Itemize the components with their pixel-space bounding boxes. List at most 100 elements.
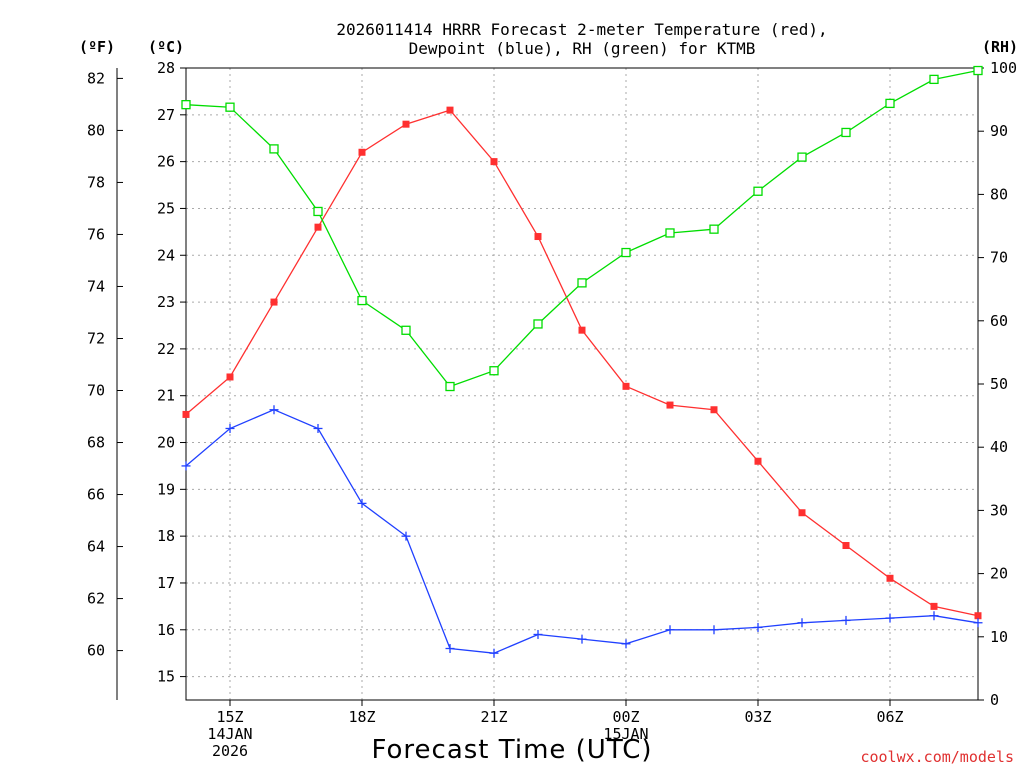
celsius-tick-label: 16 [157, 621, 175, 639]
celsius-tick-label: 19 [157, 480, 175, 498]
series-layer [181, 65, 983, 658]
rh-point [709, 224, 719, 234]
fahrenheit-tick-label: 72 [87, 329, 105, 347]
x-tick-label: 2026 [212, 742, 248, 760]
rh-point [489, 366, 499, 376]
temperature-line [185, 109, 979, 617]
celsius-tick-label: 25 [157, 199, 175, 217]
x-tick-label: 06Z [876, 708, 903, 726]
rh-point [621, 247, 631, 258]
temperature-point [710, 406, 718, 414]
celsius-tick-label: 26 [157, 153, 175, 171]
rh-point [885, 98, 895, 109]
x-tick-label: 21Z [480, 708, 507, 726]
series-dewpoint [181, 405, 983, 658]
temperature-point [886, 574, 894, 582]
x-tick-label: 03Z [744, 708, 771, 726]
temperature-point [930, 602, 938, 610]
dewpoint-point [181, 461, 191, 471]
dewpoint-point [313, 423, 323, 433]
dewpoint-point [973, 618, 983, 628]
temperature-point [270, 298, 278, 306]
dewpoint-point [225, 423, 235, 433]
temperature-point [534, 233, 542, 241]
credit-text: coolwx.com/models [860, 748, 1014, 766]
fahrenheit-tick-label: 74 [87, 277, 105, 295]
dewpoint-point [401, 531, 411, 541]
rh-tick-label: 10 [990, 628, 1008, 646]
celsius-tick-label: 20 [157, 434, 175, 452]
temperature-point [754, 457, 762, 465]
dewpoint-point [533, 629, 543, 639]
temperature-point [402, 120, 410, 128]
temperature-point [314, 223, 322, 231]
rh-point [753, 186, 763, 196]
temperature-point [358, 148, 366, 156]
rh-tick-label: 100 [990, 59, 1017, 77]
rh-point [269, 144, 279, 154]
fahrenheit-tick-label: 60 [87, 642, 105, 660]
dewpoint-point [709, 625, 719, 635]
x-tick-label: 18Z [348, 708, 375, 726]
celsius-tick-label: 22 [157, 340, 175, 358]
series-rh [181, 65, 983, 392]
dewpoint-point [577, 634, 587, 644]
x-tick-label: 15Z [216, 708, 243, 726]
celsius-tick-label: 17 [157, 574, 175, 592]
celsius-axis: 15 16 17 18 19 20 21 22 23 24 25 26 27 28 [157, 59, 186, 686]
rh-tick-label: 60 [990, 312, 1008, 330]
rh-point [401, 325, 411, 335]
rh-tick-label: 90 [990, 122, 1008, 140]
dewpoint-point [929, 611, 939, 621]
fahrenheit-tick-label: 64 [87, 538, 105, 556]
dewpoint-point [269, 405, 279, 415]
celsius-tick-label: 15 [157, 668, 175, 686]
rh-point [577, 278, 587, 288]
chart-title-line-1: 2026011414 HRRR Forecast 2-meter Tempera… [336, 20, 827, 39]
dewpoint-point [841, 615, 851, 625]
rh-axis: 0 10 20 30 40 50 60 70 80 90 100 [978, 59, 1017, 709]
celsius-tick-label: 28 [157, 59, 175, 77]
grid-lines [186, 67, 978, 700]
plot-frame [185, 67, 979, 701]
x-tick-label: 00Z [612, 708, 639, 726]
fahrenheit-axis: 60 62 64 66 68 70 72 74 76 78 80 82 [87, 69, 123, 660]
chart-title-line-2: Dewpoint (blue), RH (green) for KTMB [409, 39, 756, 58]
temperature-point [490, 158, 498, 166]
rh-point [181, 100, 191, 110]
temperature-point [226, 373, 234, 381]
dewpoint-point [665, 625, 675, 635]
celsius-tick-label: 23 [157, 293, 175, 311]
rh-tick-label: 40 [990, 438, 1008, 456]
rh-point [973, 65, 983, 76]
celsius-unit-label: (ºC) [148, 38, 184, 56]
rh-point [929, 74, 939, 85]
temperature-point [182, 410, 190, 418]
dewpoint-point [753, 622, 763, 632]
fahrenheit-tick-label: 68 [87, 434, 105, 452]
fahrenheit-tick-label: 76 [87, 225, 105, 243]
rh-point [841, 127, 851, 138]
dewpoint-point [445, 644, 455, 654]
dewpoint-point [357, 498, 367, 508]
fahrenheit-tick-label: 82 [87, 69, 105, 87]
rh-tick-label: 20 [990, 565, 1008, 583]
fahrenheit-tick-label: 78 [87, 173, 105, 191]
temperature-point [974, 612, 982, 620]
rh-point [665, 228, 675, 238]
rh-line [185, 69, 979, 388]
celsius-tick-label: 18 [157, 527, 175, 545]
rh-point [313, 206, 323, 217]
series-temperature [182, 106, 982, 620]
temperature-point [842, 542, 850, 550]
temperature-point [446, 106, 454, 114]
temperature-point [798, 509, 806, 517]
fahrenheit-tick-label: 62 [87, 590, 105, 608]
dewpoint-point [621, 639, 631, 649]
fahrenheit-unit-label: (ºF) [79, 38, 115, 56]
rh-point [445, 381, 455, 392]
temperature-point [578, 326, 586, 334]
fahrenheit-tick-label: 70 [87, 382, 105, 400]
